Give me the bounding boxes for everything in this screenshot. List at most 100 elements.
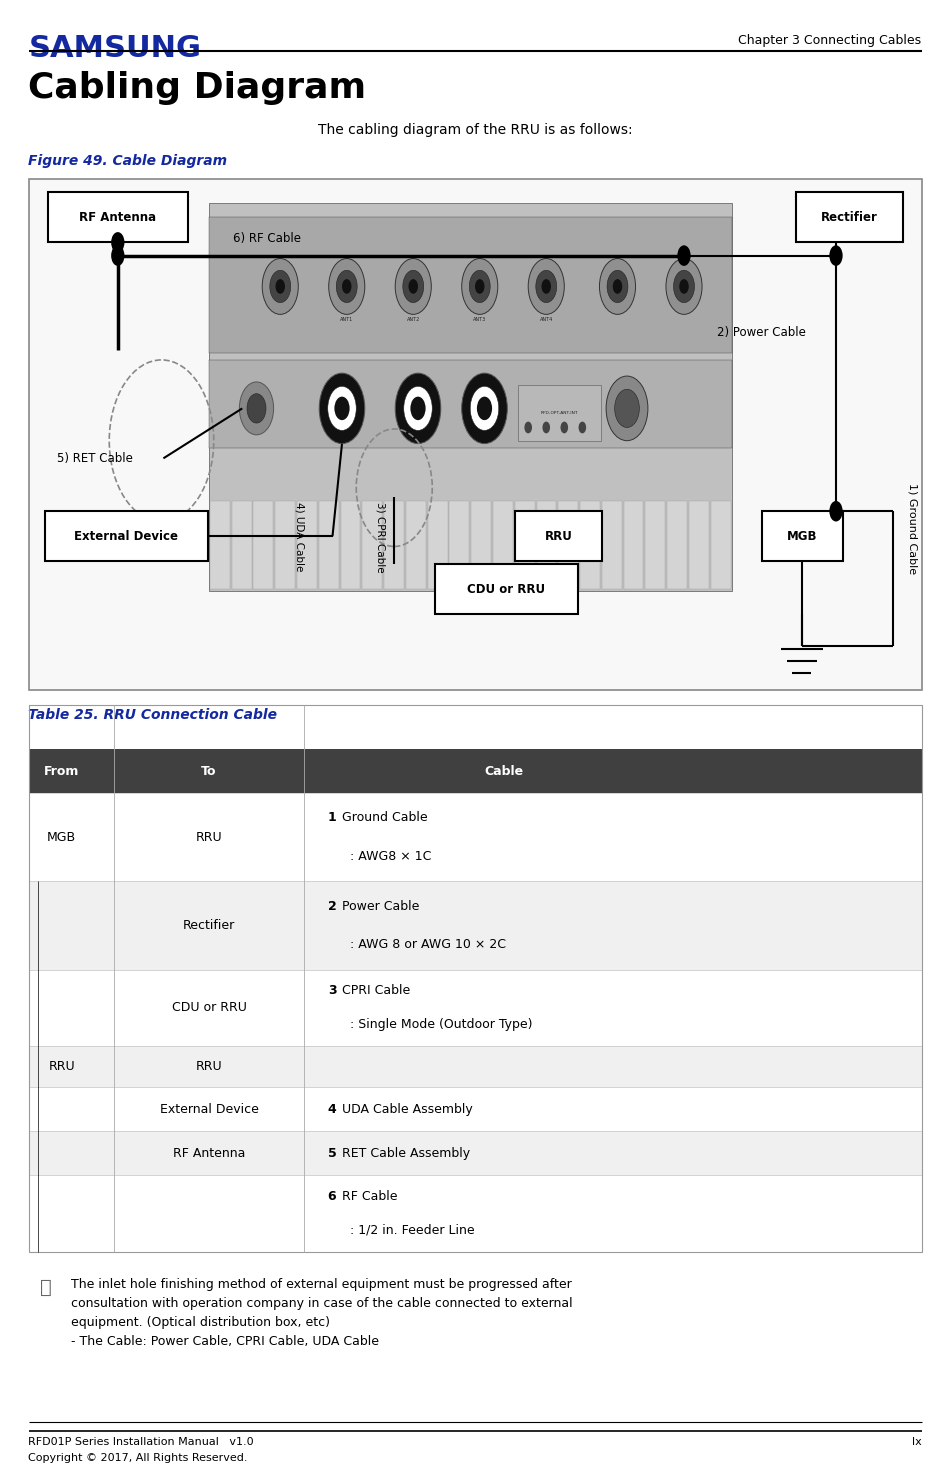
Text: Cabling Diagram: Cabling Diagram (28, 71, 367, 104)
Circle shape (342, 279, 352, 294)
Circle shape (599, 259, 636, 314)
Circle shape (408, 279, 418, 294)
FancyBboxPatch shape (580, 501, 600, 589)
FancyBboxPatch shape (518, 385, 601, 441)
Text: 3: 3 (328, 984, 336, 997)
FancyBboxPatch shape (28, 1175, 922, 1252)
FancyBboxPatch shape (45, 511, 208, 561)
Text: 2) Power Cable: 2) Power Cable (717, 326, 807, 339)
Text: Ground Cable: Ground Cable (342, 811, 428, 824)
Text: RRU: RRU (196, 1061, 222, 1072)
Text: Rectifier: Rectifier (182, 920, 236, 931)
Circle shape (470, 386, 499, 430)
Circle shape (404, 386, 432, 430)
Text: The cabling diagram of the RRU is as follows:: The cabling diagram of the RRU is as fol… (317, 123, 633, 138)
Text: UDA Cable Assembly: UDA Cable Assembly (342, 1103, 473, 1115)
FancyBboxPatch shape (711, 501, 731, 589)
Text: RF Antenna: RF Antenna (173, 1147, 245, 1159)
Text: External Device: External Device (74, 530, 179, 542)
FancyBboxPatch shape (28, 970, 922, 1046)
FancyBboxPatch shape (28, 1046, 922, 1087)
Circle shape (613, 279, 622, 294)
FancyBboxPatch shape (341, 501, 360, 589)
Text: 4) UDA Cable: 4) UDA Cable (294, 502, 304, 571)
FancyBboxPatch shape (209, 203, 732, 591)
Circle shape (247, 394, 266, 423)
Text: Table 25. RRU Connection Cable: Table 25. RRU Connection Cable (28, 708, 277, 723)
Circle shape (334, 397, 350, 420)
FancyBboxPatch shape (254, 501, 274, 589)
FancyBboxPatch shape (428, 501, 447, 589)
Text: ANT1: ANT1 (340, 317, 353, 322)
FancyBboxPatch shape (537, 501, 557, 589)
Text: The inlet hole finishing method of external equipment must be progressed after
c: The inlet hole finishing method of exter… (71, 1278, 573, 1349)
FancyBboxPatch shape (493, 501, 513, 589)
Circle shape (270, 270, 291, 303)
Text: 5) RET Cable: 5) RET Cable (57, 452, 133, 464)
Text: RRU: RRU (48, 1061, 75, 1072)
Text: Cable: Cable (484, 765, 523, 777)
FancyBboxPatch shape (559, 501, 579, 589)
Text: ANT4: ANT4 (540, 317, 553, 322)
FancyBboxPatch shape (209, 217, 732, 353)
FancyBboxPatch shape (449, 501, 469, 589)
Text: ANT2: ANT2 (407, 317, 420, 322)
Text: RRU: RRU (196, 831, 222, 843)
Circle shape (606, 376, 648, 441)
Text: Chapter 3 Connecting Cables: Chapter 3 Connecting Cables (738, 34, 922, 47)
Text: RFD01P Series Installation Manual   v1.0: RFD01P Series Installation Manual v1.0 (28, 1437, 255, 1447)
Circle shape (829, 501, 843, 521)
FancyBboxPatch shape (276, 501, 295, 589)
FancyBboxPatch shape (623, 501, 643, 589)
Circle shape (477, 397, 492, 420)
FancyBboxPatch shape (384, 501, 404, 589)
FancyBboxPatch shape (28, 1087, 922, 1131)
Text: RF Antenna: RF Antenna (79, 212, 157, 223)
Text: Copyright © 2017, All Rights Reserved.: Copyright © 2017, All Rights Reserved. (28, 1453, 248, 1463)
Circle shape (462, 373, 507, 444)
Circle shape (262, 259, 298, 314)
Text: From: From (44, 765, 80, 777)
FancyBboxPatch shape (28, 793, 922, 881)
Circle shape (536, 270, 557, 303)
Circle shape (328, 386, 356, 430)
Text: 6: 6 (328, 1190, 336, 1203)
Text: 📝: 📝 (40, 1278, 51, 1297)
FancyBboxPatch shape (210, 501, 230, 589)
Circle shape (462, 259, 498, 314)
Circle shape (403, 270, 424, 303)
Text: 4: 4 (328, 1103, 336, 1115)
Circle shape (677, 245, 691, 266)
FancyBboxPatch shape (796, 192, 902, 242)
Text: MGB: MGB (48, 831, 76, 843)
FancyBboxPatch shape (319, 501, 338, 589)
FancyBboxPatch shape (602, 501, 621, 589)
Circle shape (679, 279, 689, 294)
Circle shape (542, 422, 550, 433)
FancyBboxPatch shape (471, 501, 491, 589)
Circle shape (674, 270, 694, 303)
Circle shape (336, 270, 357, 303)
Text: 1) Ground Cable: 1) Ground Cable (907, 483, 917, 574)
Circle shape (829, 245, 843, 266)
Text: MGB: MGB (787, 530, 818, 542)
Text: 2: 2 (328, 899, 336, 912)
Text: lx: lx (912, 1437, 922, 1447)
Text: Figure 49. Cable Diagram: Figure 49. Cable Diagram (28, 154, 228, 169)
FancyBboxPatch shape (645, 501, 665, 589)
FancyBboxPatch shape (689, 501, 709, 589)
Text: ANT3: ANT3 (473, 317, 486, 322)
Circle shape (475, 279, 484, 294)
FancyBboxPatch shape (28, 881, 922, 970)
Text: RF Cable: RF Cable (342, 1190, 397, 1203)
Circle shape (579, 422, 586, 433)
FancyBboxPatch shape (515, 511, 602, 561)
Circle shape (542, 279, 551, 294)
Text: RFD-OPT-ANT-INT: RFD-OPT-ANT-INT (541, 411, 579, 414)
Text: 5: 5 (328, 1147, 336, 1159)
Text: SAMSUNG: SAMSUNG (28, 34, 201, 63)
FancyBboxPatch shape (406, 501, 426, 589)
FancyBboxPatch shape (515, 501, 535, 589)
Text: CDU or RRU: CDU or RRU (172, 1002, 246, 1014)
Circle shape (560, 422, 568, 433)
